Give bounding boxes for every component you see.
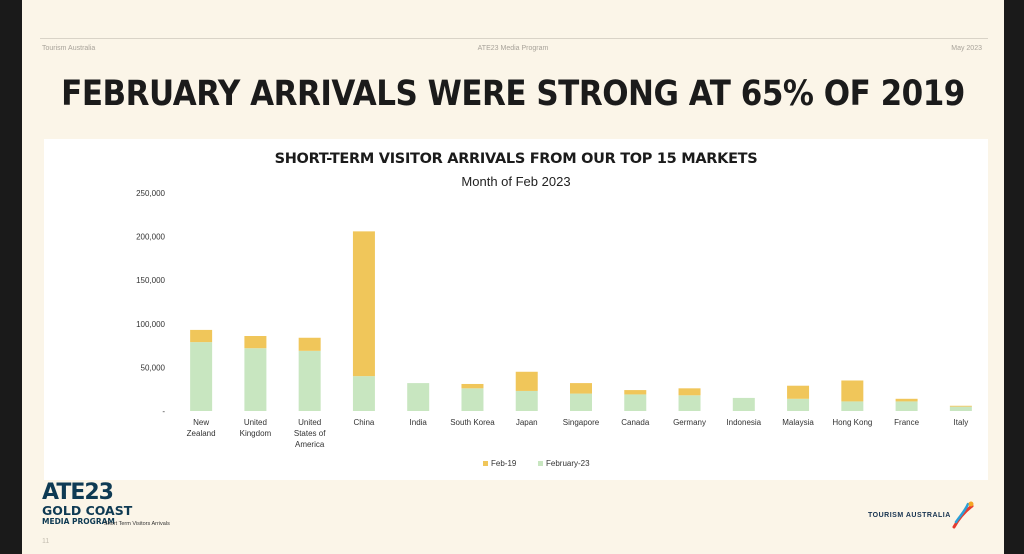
tourism-australia-wordmark: TOURISM AUSTRALIA	[868, 512, 951, 519]
x-tick-label-line: Hong Kong	[832, 418, 872, 427]
x-tick-label-line: Kingdom	[240, 429, 272, 438]
bar-segment	[461, 388, 484, 411]
y-tick-label: 150,000	[136, 276, 165, 285]
chart-title: SHORT-TERM VISITOR ARRIVALS FROM OUR TOP…	[274, 151, 758, 167]
header-right: May 2023	[951, 45, 982, 52]
bar-segment	[515, 371, 538, 391]
x-tick-label-line: States of	[294, 429, 326, 438]
x-tick-label: Singapore	[563, 418, 600, 427]
logo-line1: ATE23	[42, 480, 114, 505]
bar-segment	[570, 393, 592, 411]
x-tick-label-line: Germany	[673, 418, 706, 427]
bar-segment	[298, 350, 321, 411]
slide-title: FEBRUARY ARRIVALS WERE STRONG AT 65% OF …	[61, 73, 965, 115]
bar-segment	[624, 394, 647, 411]
bar-segment	[244, 348, 267, 411]
x-tick-label: Italy	[954, 418, 969, 427]
x-tick-label: Malaysia	[782, 418, 814, 427]
x-tick-label-line: America	[295, 440, 325, 449]
x-tick-label-line: Indonesia	[726, 418, 761, 427]
x-tick-label: India	[410, 418, 428, 427]
slide: Tourism Australia ATE23 Media Program Ma…	[22, 0, 1004, 554]
bar-segment	[298, 337, 321, 351]
bar-segment	[732, 397, 755, 411]
header-left: Tourism Australia	[42, 45, 96, 52]
header-divider	[40, 38, 988, 39]
x-tick-label-line: Singapore	[563, 418, 600, 427]
source-note: Short Term Visitors Arrivals	[104, 521, 170, 527]
bar-segment	[190, 329, 213, 343]
x-tick-label-line: Malaysia	[782, 418, 814, 427]
bar-chart: - 50,000 100,000 150,000 200,000 250,000 New Ze…	[136, 189, 972, 468]
chart-subtitle: Month of Feb 2023	[461, 174, 571, 189]
bar-segment	[244, 336, 267, 349]
x-tick-label-line: South Korea	[450, 418, 495, 427]
x-tick-label-line: Italy	[954, 418, 969, 427]
page-number: 11	[42, 538, 50, 545]
bar-segment	[787, 398, 810, 411]
bar-segment	[787, 385, 810, 399]
bar-segment	[190, 342, 213, 411]
bar-segment	[895, 398, 918, 402]
x-tick-label-line: New	[193, 418, 209, 427]
ate23-logo: ATE23 GOLD COAST MEDIA PROGRAM	[42, 482, 132, 525]
header-center: ATE23 Media Program	[477, 45, 549, 52]
x-tick-label: Germany	[673, 418, 706, 427]
x-tick-label: New Zealand	[187, 418, 216, 438]
x-tick-label-line: Japan	[516, 418, 538, 427]
bar-segment	[570, 383, 592, 394]
bar-segment	[352, 376, 375, 411]
logo-line3: MEDIA PROGRAM	[42, 516, 115, 526]
x-tick-label-line: France	[894, 418, 919, 427]
x-tick-label: China	[353, 418, 374, 427]
bar-segment	[678, 388, 701, 396]
kangaroo-logo-icon	[952, 501, 974, 529]
bar-segment	[895, 401, 918, 411]
y-tick-label: 250,000	[136, 189, 165, 198]
legend-swatch	[483, 461, 488, 466]
bar-segment	[841, 401, 864, 411]
y-tick-label: 50,000	[141, 363, 166, 372]
x-tick-label-line: United	[298, 418, 321, 427]
bar-segment	[678, 395, 701, 411]
bar-segment	[949, 406, 972, 411]
chart-panel: SHORT-TERM VISITOR ARRIVALS FROM OUR TOP…	[44, 139, 988, 480]
y-tick-label: -	[162, 407, 165, 416]
bar-segment	[624, 390, 647, 395]
bar-segment	[841, 380, 864, 402]
bar-segment	[461, 383, 484, 389]
x-tick-label: Hong Kong	[832, 418, 872, 427]
x-tick-label: South Korea	[450, 418, 495, 427]
x-tick-label-line: China	[353, 418, 374, 427]
bar-segment	[352, 231, 375, 377]
x-tick-label: France	[894, 418, 919, 427]
bar-segment	[515, 390, 538, 411]
x-tick-label-line: Canada	[621, 418, 650, 427]
y-tick-label: 200,000	[136, 233, 165, 242]
x-tick-label-line: India	[410, 418, 428, 427]
bar-segment	[949, 405, 972, 407]
legend-label: Feb-19	[491, 459, 517, 468]
legend-label: February-23	[546, 459, 590, 468]
x-tick-label: Japan	[516, 418, 538, 427]
x-tick-label: United Kingdom	[240, 418, 272, 438]
x-tick-label-line: United	[244, 418, 267, 427]
x-tick-label-line: Zealand	[187, 429, 216, 438]
legend-swatch	[538, 461, 543, 466]
x-tick-label: Indonesia	[726, 418, 761, 427]
y-tick-label: 100,000	[136, 320, 165, 329]
logo-line2: GOLD COAST	[42, 503, 133, 518]
x-tick-label: Canada	[621, 418, 650, 427]
x-tick-label: United States of America	[294, 418, 326, 449]
bar-segment	[407, 383, 430, 411]
